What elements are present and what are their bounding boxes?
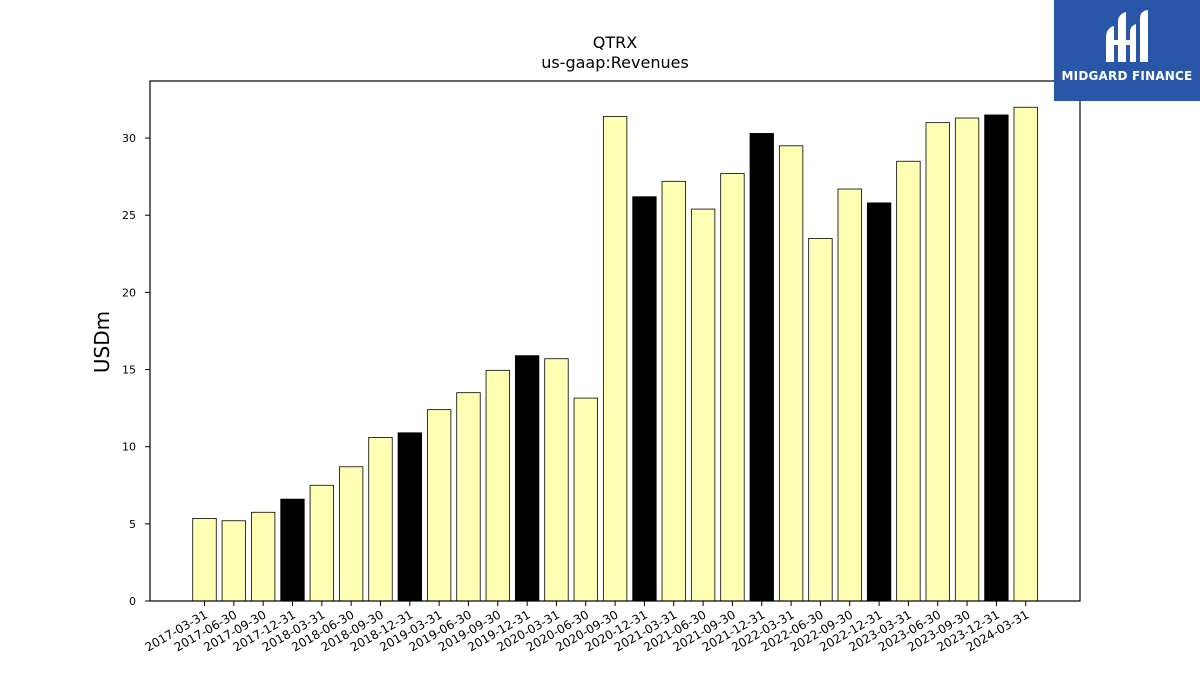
logo-text: MIDGARD FINANCE [1061, 69, 1193, 83]
bar-2024-03-31 [1013, 106, 1038, 602]
bar-2017-12-31 [280, 498, 305, 602]
y-tick-label: 0 [129, 595, 136, 608]
y-tick-label: 25 [122, 209, 136, 222]
y-axis-label: USDm [90, 311, 114, 373]
bar-2023-12-31 [984, 114, 1009, 602]
bar-2022-12-31 [866, 202, 892, 602]
y-tick-label: 10 [122, 441, 136, 454]
bar-2022-06-30 [808, 237, 833, 602]
bar-2020-06-30 [573, 397, 598, 602]
bar-2019-09-30 [485, 369, 510, 602]
bar-2018-09-30 [368, 437, 393, 602]
bar-2020-12-31 [632, 196, 657, 602]
bar-2023-06-30 [925, 122, 950, 602]
bar-2020-09-30 [602, 116, 628, 602]
y-tick-label: 5 [129, 518, 136, 531]
bar-2017-03-31 [192, 518, 217, 602]
bar-2019-12-31 [514, 355, 540, 602]
bars-group [192, 106, 1038, 602]
bar-2021-03-31 [661, 180, 686, 602]
bar-2023-09-30 [954, 117, 980, 602]
bar-2019-03-31 [426, 409, 452, 602]
bar-2022-09-30 [837, 188, 862, 602]
y-tick-label: 20 [122, 286, 136, 299]
bar-2021-06-30 [690, 208, 716, 602]
bar-2018-03-31 [309, 484, 334, 602]
bar-2018-06-30 [338, 466, 364, 602]
bar-2020-03-31 [544, 358, 569, 602]
bar-2022-03-31 [778, 145, 804, 602]
bar-2021-12-31 [749, 133, 774, 602]
y-ticks-group: 0 5 10 15 20 25 30 [122, 132, 150, 608]
x-ticks-group: 2017-03-312017-06-302017-09-302017-12-31… [143, 601, 1031, 654]
bar-2021-09-30 [720, 173, 745, 602]
chart-title: QTRX [593, 33, 637, 52]
plot-frame [149, 80, 1081, 602]
midgard-logo-icon [1106, 10, 1148, 62]
bar-2019-06-30 [456, 392, 481, 602]
bar-2018-12-31 [397, 432, 422, 602]
midgard-finance-logo: MIDGARD FINANCE [1054, 0, 1200, 101]
bar-2023-03-31 [896, 160, 921, 602]
y-tick-label: 30 [122, 132, 136, 145]
bar-2017-09-30 [251, 511, 276, 602]
bar-2017-06-30 [221, 520, 246, 602]
chart-subtitle: us-gaap:Revenues [541, 53, 689, 72]
y-tick-label: 15 [122, 364, 136, 377]
